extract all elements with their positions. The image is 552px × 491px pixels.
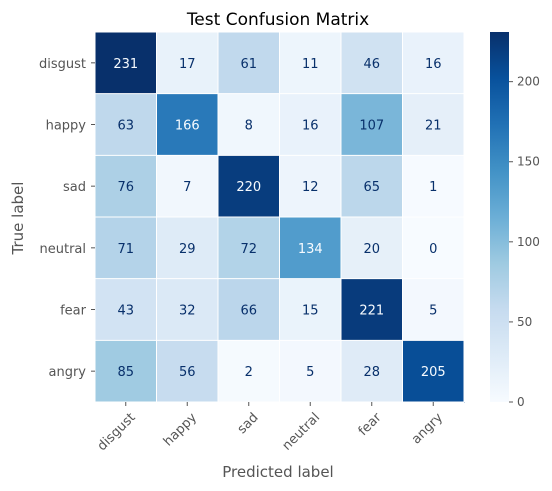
heatmap-cell (341, 278, 403, 341)
heatmap-cell (341, 32, 403, 95)
heatmap-cell (341, 155, 403, 218)
cell-value-label: 15 (302, 304, 319, 319)
heatmap-cell (156, 278, 219, 341)
cell-value-label: 71 (117, 242, 134, 257)
y-axis-label: True label (9, 182, 27, 256)
heatmap-cell (156, 32, 219, 95)
heatmap-cell (402, 340, 465, 403)
cell-value-label: 32 (179, 304, 196, 319)
cell-value-label: 11 (302, 57, 319, 72)
colorbar (490, 32, 509, 402)
heatmap-cell (279, 93, 342, 156)
y-tick-label: disgust (39, 57, 86, 72)
cell-value-label: 5 (429, 304, 437, 319)
cell-value-label: 20 (363, 242, 380, 257)
x-axis-label: Predicted label (222, 463, 333, 481)
heatmap-cell (402, 32, 465, 95)
cell-value-label: 7 (183, 180, 191, 195)
cell-value-label: 134 (298, 242, 323, 257)
cell-value-label: 28 (363, 365, 380, 380)
heatmap-cell (95, 217, 157, 280)
cell-value-label: 5 (306, 365, 314, 380)
heatmap-cell (95, 340, 157, 403)
cell-value-label: 17 (179, 57, 196, 72)
cell-value-label: 56 (179, 365, 196, 380)
cell-value-label: 231 (113, 57, 138, 72)
colorbar-tick-label: 200 (517, 75, 540, 89)
cell-value-label: 21 (425, 119, 442, 134)
y-tick-label: happy (46, 119, 87, 134)
heatmap-cell (341, 93, 403, 156)
colorbar-tick-label: 150 (517, 155, 540, 169)
chart-title: Test Confusion Matrix (186, 10, 369, 30)
heatmap-cell (95, 93, 157, 156)
cell-value-label: 8 (245, 119, 253, 134)
y-tick-label: fear (60, 304, 87, 319)
cell-value-label: 66 (240, 304, 257, 319)
heatmap-cell (218, 32, 280, 95)
cell-value-label: 12 (302, 180, 319, 195)
heatmap-cell (402, 217, 465, 280)
heatmap-cell (218, 340, 280, 403)
heatmap-cell (95, 155, 157, 218)
heatmap-cell (218, 155, 280, 218)
cell-value-label: 76 (117, 180, 134, 195)
heatmap-cell (279, 155, 342, 218)
colorbar-tick-labels: 0 50 100 150 200 (509, 75, 540, 409)
heatmap-cell (156, 155, 219, 218)
heatmap-cell (95, 278, 157, 341)
cell-value-label: 1 (429, 180, 437, 195)
heatmap-cell (402, 93, 465, 156)
colorbar-tick-label: 100 (517, 235, 540, 249)
cell-value-label: 107 (359, 119, 384, 134)
heatmap-cell (156, 217, 219, 280)
y-tick-label: sad (63, 180, 86, 195)
cell-value-label: 61 (240, 57, 257, 72)
heatmap-cell (279, 278, 342, 341)
cell-value-label: 46 (363, 57, 380, 72)
cell-value-label: 63 (117, 119, 134, 134)
cell-value-label: 72 (240, 242, 257, 257)
cell-value-label: 0 (429, 242, 437, 257)
heatmap-cell (218, 93, 280, 156)
heatmap-cell (218, 278, 280, 341)
cell-value-label: 29 (179, 242, 196, 257)
cell-value-label: 205 (421, 365, 446, 380)
cell-value-label: 166 (175, 119, 200, 134)
heatmap-cell (156, 93, 219, 156)
cell-value-label: 221 (359, 304, 384, 319)
colorbar-tick-label: 0 (517, 395, 525, 409)
heatmap-cell (279, 32, 342, 95)
heatmap-cell (279, 217, 342, 280)
heatmap-cell (279, 340, 342, 403)
heatmap-cell (341, 217, 403, 280)
heatmap-cell (218, 217, 280, 280)
heatmap-cell (402, 278, 465, 341)
cell-value-label: 16 (302, 119, 319, 134)
cell-value-label: 43 (117, 304, 134, 319)
cell-value-label: 16 (425, 57, 442, 72)
cell-value-label: 2 (245, 365, 253, 380)
colorbar-tick-label: 50 (517, 315, 532, 329)
y-tick-label: angry (49, 365, 87, 380)
heatmap-cell (341, 340, 403, 403)
heatmap-cell (95, 32, 157, 95)
cell-value-label: 65 (363, 180, 380, 195)
cell-value-label: 85 (117, 365, 134, 380)
cell-value-label: 220 (236, 180, 261, 195)
y-tick-label: neutral (40, 242, 87, 257)
y-tick-labels: disgust happy sad neutral fear angry (39, 57, 95, 380)
heatmap-cell (156, 340, 219, 403)
heatmap-cell (402, 155, 465, 218)
